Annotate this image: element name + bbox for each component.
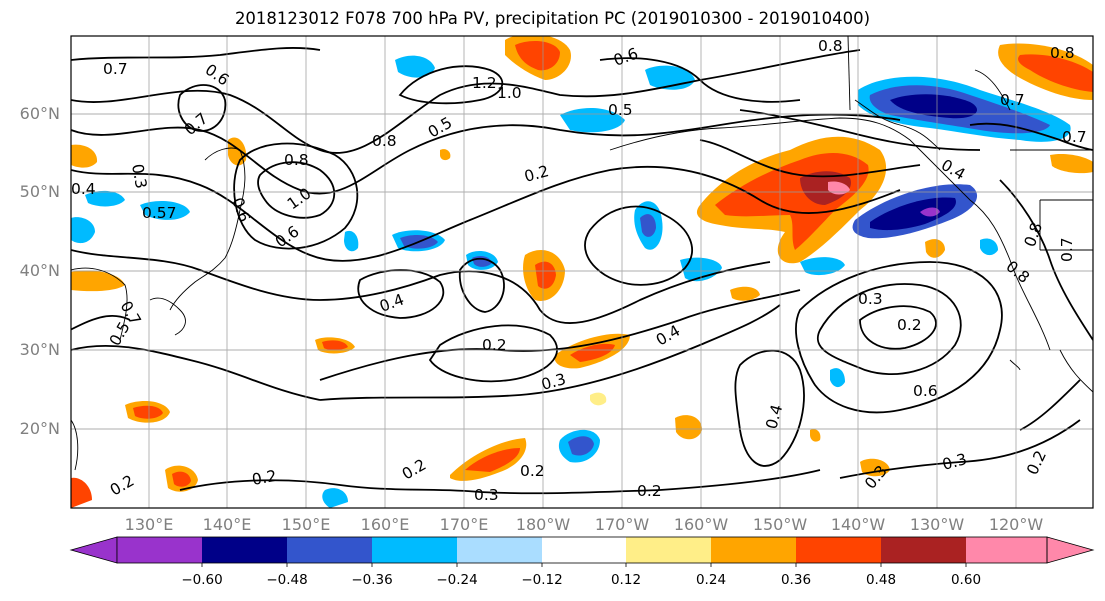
contour-label: 0.2 — [522, 162, 550, 186]
contour-label: 0.7 — [103, 60, 128, 78]
colorbar-tick-label: −0.12 — [521, 572, 563, 588]
lon-label: 150°W — [752, 515, 808, 534]
contour-label: 0.4 — [762, 403, 786, 431]
colorbar-tick-label: 0.36 — [780, 572, 812, 588]
contour-label: 0.8 — [818, 37, 843, 55]
contour-label: 0.7 — [1000, 91, 1025, 109]
lat-label: 30°N — [19, 340, 60, 359]
coastlines — [71, 36, 1093, 471]
colorbar-swatch — [287, 537, 372, 563]
contour-label: 0.5 — [608, 101, 633, 119]
graticule — [71, 36, 1093, 508]
lon-label: 160°E — [360, 515, 410, 534]
contour-label: 0.4 — [71, 180, 96, 198]
lat-label: 20°N — [19, 419, 60, 438]
colorbar-extend-low — [69, 536, 118, 564]
colorbar-tick-label: 0.60 — [950, 572, 982, 588]
colorbar-swatch — [202, 537, 287, 563]
lon-label: 170°E — [439, 515, 489, 534]
contour-label: 0.2 — [897, 316, 922, 334]
contour-label: 0.7 — [1062, 128, 1087, 146]
lon-label: 180°W — [515, 515, 571, 534]
lat-label: 60°N — [19, 104, 60, 123]
colorbar — [69, 536, 1095, 567]
lat-label: 50°N — [19, 182, 60, 201]
lon-label: 150°E — [281, 515, 331, 534]
contour-label: 0.3 — [539, 370, 567, 394]
contour-label: 0.8 — [372, 132, 397, 150]
colorbar-swatch — [796, 537, 881, 563]
contour-label: 0.7 — [1058, 237, 1076, 262]
lon-label: 140°E — [202, 515, 252, 534]
colorbar-tick-label: −0.48 — [266, 572, 308, 588]
precipitation-shading — [71, 36, 1093, 508]
colorbar-swatch — [372, 537, 457, 563]
lon-label: 140°W — [830, 515, 886, 534]
contour-label: 0.2 — [637, 482, 662, 500]
contour-label: 0.6 — [913, 382, 938, 400]
contour-label: 0.3 — [474, 486, 499, 504]
colorbar-swatch — [966, 537, 1047, 563]
contour-label: 0.8 — [284, 151, 309, 169]
colorbar-swatch — [542, 537, 626, 563]
contour-label: 0.3 — [128, 163, 150, 190]
contour-label: 0.2 — [520, 462, 545, 480]
contour-label: 1.2 — [472, 74, 497, 92]
lon-label: 160°W — [673, 515, 729, 534]
colorbar-tick-label: −0.60 — [181, 572, 223, 588]
map-border — [70, 35, 1094, 509]
colorbar-tick-label: 0.48 — [865, 572, 897, 588]
lon-label: 130°W — [909, 515, 965, 534]
colorbar-tick-label: 0.24 — [695, 572, 727, 588]
colorbar-swatch — [711, 537, 796, 563]
colorbar-swatch — [117, 537, 202, 563]
colorbar-tick-label: 0.12 — [610, 572, 642, 588]
colorbar-tick-label: −0.24 — [436, 572, 478, 588]
map-title: 2018123012 F078 700 hPa PV, precipitatio… — [234, 9, 871, 28]
colorbar-swatch — [457, 537, 542, 563]
lon-label: 130°E — [124, 515, 174, 534]
colorbar-extend-high — [1046, 536, 1095, 564]
pv-contours — [71, 47, 1093, 495]
lat-label: 40°N — [19, 261, 60, 280]
lon-label: 120°W — [988, 515, 1044, 534]
colorbar-tick-label: −0.36 — [351, 572, 393, 588]
contour-label: 0.3 — [858, 290, 883, 308]
contour-label: 0.2 — [251, 467, 278, 489]
contour-label: 0.3 — [940, 450, 968, 474]
contour-label: 0.8 — [1050, 44, 1075, 62]
lon-label: 170°W — [594, 515, 650, 534]
contour-label: 1.0 — [497, 84, 522, 102]
colorbar-swatch — [881, 537, 966, 563]
contour-label: 0.2 — [482, 336, 507, 354]
contour-label: 0.57 — [142, 204, 177, 222]
colorbar-swatch — [626, 537, 711, 563]
